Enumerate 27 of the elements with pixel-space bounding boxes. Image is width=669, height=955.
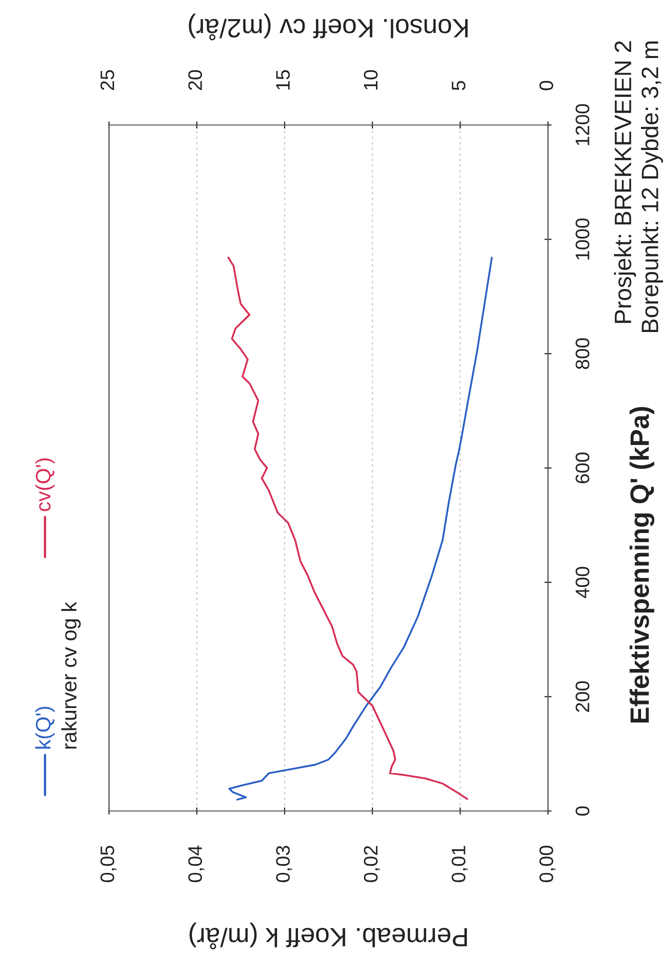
x-tick-label: 0,05	[100, 846, 117, 882]
y-tick-label: 400	[576, 566, 590, 598]
text: Borepunkt: 12 Dybde: 3,2 m	[640, 42, 664, 332]
y-tick-label: 1000	[576, 218, 590, 260]
y-tick-label: 200	[576, 681, 590, 712]
text: cv(Q')	[35, 458, 55, 512]
x2-tick-label: 20	[188, 70, 202, 90]
x-tick-label: 0,02	[364, 846, 380, 882]
x-tick-label: 0,00	[539, 846, 556, 882]
y-tick-label: 0	[576, 806, 590, 816]
x-tick-label: 0,04	[188, 846, 204, 882]
legend-title: rakurver cv og k	[61, 602, 81, 749]
x2-tick-label: 15	[276, 70, 290, 90]
x-tick-label: 0,03	[276, 846, 292, 882]
y-axis-title: Effektivspenning Q' (kPa)	[630, 407, 654, 723]
x-axis-title: Permeab. Koeff k (m/år)	[190, 922, 467, 950]
x2-tick-label: 10	[364, 70, 378, 90]
x-tick-label: 0,01	[452, 846, 468, 882]
x2-tick-label: 25	[100, 70, 114, 90]
text: k(Q')	[35, 706, 55, 749]
y-tick-label: 600	[576, 452, 590, 484]
x2-tick-label: 5	[452, 80, 466, 90]
x2-tick-label: 0	[539, 80, 554, 90]
text: Prosjekt: BREKKEVEIEN 2	[614, 41, 636, 323]
y-tick-label: 1200	[576, 104, 590, 146]
x2-axis-title: Konsol. Koeff cv (m2/år)	[188, 14, 468, 40]
y-tick-label: 800	[576, 338, 590, 370]
